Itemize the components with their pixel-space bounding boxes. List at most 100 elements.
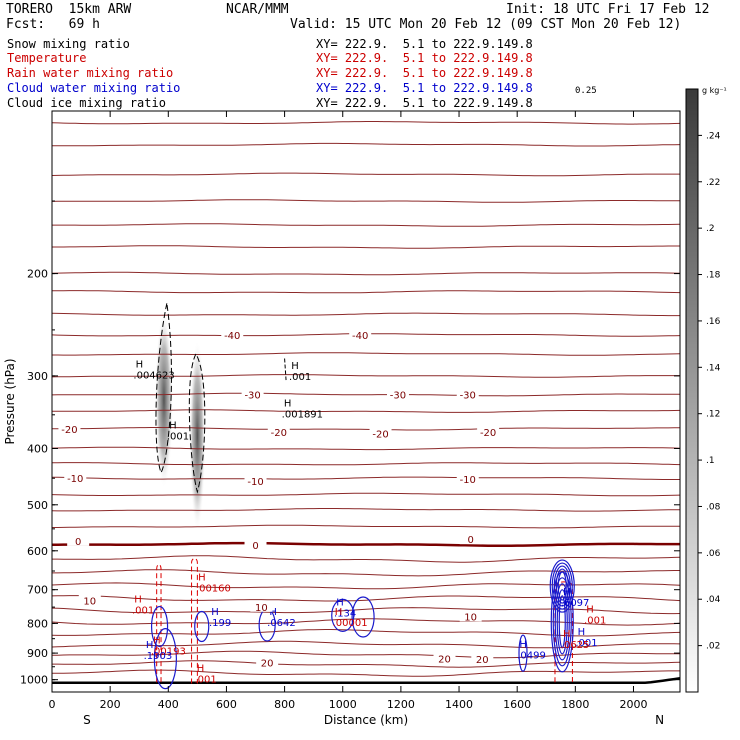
isotherm	[52, 223, 681, 227]
isotherm	[51, 446, 681, 451]
x-tick-label: 200	[100, 698, 121, 711]
label-bg	[456, 388, 479, 400]
max-marker: H	[146, 640, 154, 651]
max-value-label: .001891	[282, 410, 323, 421]
max-marker: H	[563, 629, 571, 640]
field-temperature-xy: XY= 222.9. 5.1 to 222.9.149.8	[316, 51, 533, 65]
isotherm	[51, 629, 681, 637]
max-value-label: .00193	[151, 647, 186, 658]
isotherm-label: 10	[464, 612, 477, 623]
isotherm	[51, 508, 680, 512]
isotherm-label: 20	[438, 655, 451, 666]
max-marker: H	[291, 361, 299, 372]
y-tick-label: 400	[27, 442, 48, 455]
snow-column	[154, 311, 173, 488]
label-bg	[477, 426, 500, 438]
cloud-water-contour	[552, 577, 572, 667]
colorbar-unit: g kg⁻¹	[702, 86, 727, 95]
max-value-label: .001	[289, 372, 311, 383]
isotherm	[51, 172, 680, 177]
max-marker: H	[211, 607, 219, 618]
max-value-label: .001	[575, 638, 597, 649]
isotherm	[51, 199, 680, 203]
rain-contour	[156, 564, 162, 683]
max-marker: H	[335, 607, 343, 618]
colorbar-tick-label: .14	[706, 363, 721, 373]
max-marker: H	[563, 587, 571, 598]
north-label: N	[655, 713, 664, 727]
isotherm	[51, 121, 681, 125]
label-bg	[256, 656, 279, 668]
label-bg	[250, 600, 273, 612]
max-marker: H	[197, 664, 205, 675]
isotherm	[51, 582, 681, 590]
field-cloud-water-xy: XY= 222.9. 5.1 to 222.9.149.8	[316, 81, 533, 95]
label-bg	[267, 426, 290, 438]
max-marker: H	[284, 399, 292, 410]
label-bg	[349, 328, 372, 340]
field-rain-xy: XY= 222.9. 5.1 to 222.9.149.8	[316, 66, 533, 80]
valid-time: Valid: 15 UTC Mon 20 Feb 12 (09 CST Mon …	[290, 17, 682, 32]
max-value-label: .6097	[561, 598, 590, 609]
isotherm-label: 0	[252, 541, 258, 552]
colorbar-tick-label: .08	[706, 502, 721, 512]
model-title: TORERO 15km ARW	[6, 2, 132, 17]
max-value-label: .00160	[196, 583, 231, 594]
label-bg	[64, 472, 87, 484]
ice-contour	[284, 358, 287, 381]
colorbar-tick-label: .24	[706, 131, 721, 141]
colorbar-tick-label: .02	[706, 642, 720, 652]
x-tick-label: 800	[274, 698, 295, 711]
y-tick-label: 900	[27, 647, 48, 660]
label-bg	[459, 533, 482, 545]
x-tick-label: 1000	[329, 698, 357, 711]
max-value-label: .1903	[144, 651, 173, 662]
isotherm	[51, 271, 681, 276]
isotherm	[52, 427, 680, 431]
cloud-water-contour	[550, 571, 574, 673]
x-tick-label: 2000	[619, 698, 647, 711]
max-marker: H	[136, 359, 144, 370]
cloud-water-contour	[194, 610, 210, 643]
isotherm	[52, 669, 680, 677]
x-tick-label: 0	[49, 698, 56, 711]
max-marker: H	[169, 420, 177, 431]
max-marker: H	[336, 597, 344, 608]
cloud-ice-contours	[155, 303, 287, 494]
isotherm-label: 10	[255, 603, 268, 614]
y-axis-label: Pressure (hPa)	[3, 358, 17, 444]
max-marker: H	[134, 595, 142, 606]
cloud-water-contour	[150, 605, 169, 648]
isotherm	[52, 409, 681, 413]
isotherm	[51, 607, 681, 615]
field-rain: Rain water mixing ratio	[7, 66, 174, 80]
ice-contour	[188, 352, 206, 494]
colorbar-tick-label: .06	[706, 549, 721, 559]
snow-column	[189, 340, 206, 531]
y-tick-label: 300	[27, 370, 48, 383]
rain-contour	[191, 558, 198, 684]
x-tick-label: 400	[158, 698, 179, 711]
isotherm-label: -30	[460, 391, 476, 402]
cloud-water-contour	[551, 562, 573, 610]
isotherm-label: -30	[390, 391, 406, 402]
max-value-label: .134	[334, 608, 356, 619]
isotherm-label: -20	[372, 430, 388, 441]
max-value-label: .0642	[267, 618, 296, 629]
max-value-label: .001	[132, 606, 154, 617]
label-bg	[221, 328, 244, 340]
cloud-water-contours	[150, 559, 575, 690]
colorbar-tick-label: .22	[706, 178, 720, 188]
colorbar-tick-label: .04	[706, 595, 721, 605]
isotherm-label: -40	[224, 331, 240, 342]
cloud-water-contour	[549, 559, 575, 613]
cloud-water-contour	[518, 634, 528, 672]
y-tick-label: 700	[27, 584, 48, 597]
y-tick-label: 1000	[20, 674, 48, 687]
max-value-label: .0625	[561, 640, 590, 651]
init-time: Init: 18 UTC Fri 17 Feb 12	[506, 2, 710, 17]
isotherm-label: -20	[271, 428, 287, 439]
isotherm-label: 0	[467, 535, 473, 546]
